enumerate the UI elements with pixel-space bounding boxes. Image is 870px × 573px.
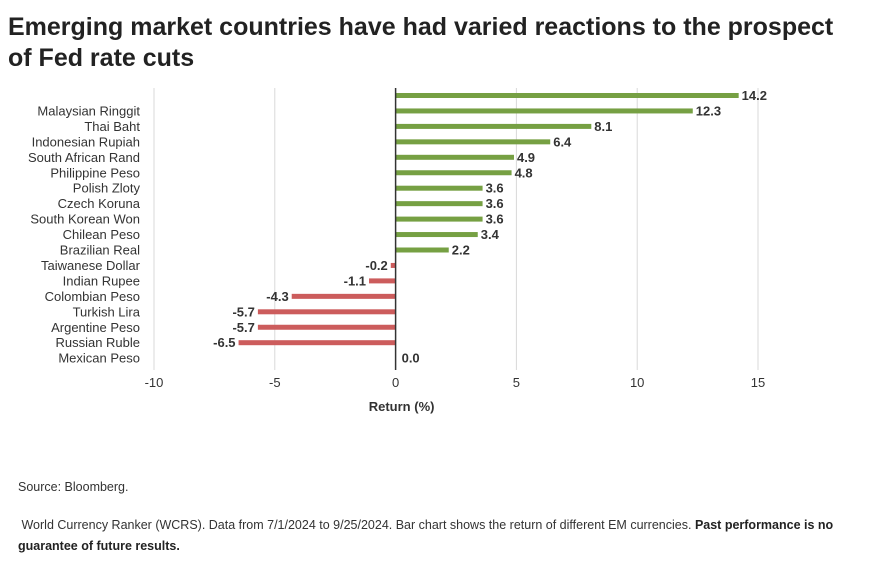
value-label: 3.6 — [486, 212, 504, 227]
category-label: Russian Ruble — [55, 335, 140, 350]
bar — [395, 170, 512, 176]
footnote: World Currency Ranker (WCRS). Data from … — [18, 515, 868, 557]
category-label: South Korean Won — [30, 212, 140, 227]
source-note: Source: Bloomberg. — [18, 480, 129, 494]
x-axis-label: Return (%) — [369, 399, 435, 414]
value-label: 6.4 — [553, 134, 572, 149]
disclaimer: Past performance is no guarantee of futu… — [18, 518, 834, 553]
category-label: Polish Zloty — [73, 181, 141, 196]
x-tick-label: 5 — [513, 375, 520, 390]
x-tick-label: 0 — [392, 375, 399, 390]
value-label: -0.2 — [365, 258, 387, 273]
footnote-text: World Currency Ranker (WCRS). Data from … — [21, 518, 692, 532]
value-label: -5.7 — [232, 320, 254, 335]
value-label: 4.9 — [517, 150, 535, 165]
bar — [395, 185, 483, 191]
bar — [238, 340, 396, 346]
bar — [395, 139, 551, 145]
category-label: Chilean Peso — [63, 227, 140, 242]
category-label: Czech Koruna — [58, 196, 141, 211]
category-label: Malaysian Ringgit — [37, 103, 140, 118]
value-label: 12.3 — [696, 103, 721, 118]
x-tick-label: -10 — [145, 375, 164, 390]
bar — [257, 309, 396, 315]
value-label: 2.2 — [452, 243, 470, 258]
bar — [291, 293, 396, 299]
value-label: 14.2 — [742, 88, 767, 103]
chart-title: Emerging market countries have had varie… — [8, 13, 834, 72]
x-tick-label: -5 — [269, 375, 281, 390]
value-label: 3.4 — [481, 227, 500, 242]
bar — [369, 278, 396, 284]
category-label: Brazilian Real — [60, 243, 140, 258]
value-label: 0.0 — [402, 351, 420, 366]
value-label: -1.1 — [344, 273, 366, 288]
category-label: South African Rand — [28, 150, 140, 165]
x-tick-label: 15 — [751, 375, 765, 390]
value-label: -4.3 — [266, 289, 288, 304]
bar — [395, 108, 693, 114]
category-label: Argentine Peso — [51, 320, 140, 335]
value-label: 4.8 — [515, 165, 533, 180]
value-label: -6.5 — [213, 335, 235, 350]
category-label: Mexican Peso — [58, 351, 140, 366]
category-label: Colombian Peso — [45, 289, 140, 304]
bar — [395, 93, 739, 98]
bar — [395, 201, 483, 207]
category-label: Indian Rupee — [63, 273, 140, 288]
value-label: 3.6 — [486, 181, 504, 196]
category-label: Indonesian Rupiah — [32, 134, 140, 149]
category-label: Taiwanese Dollar — [41, 258, 141, 273]
bar — [395, 154, 514, 160]
bar — [395, 232, 478, 238]
value-label: 3.6 — [486, 196, 504, 211]
bar — [395, 247, 449, 253]
value-label: 8.1 — [594, 119, 612, 134]
bar — [395, 123, 592, 129]
category-label: Turkish Lira — [73, 304, 141, 319]
bar-chart: 14.2 Malaysian Ringgit 12.3 Thai Baht 8.1 Ind… — [28, 88, 767, 414]
x-tick-label: 10 — [630, 375, 644, 390]
category-label: Philippine Peso — [50, 165, 140, 180]
bar — [390, 262, 396, 268]
category-label: Thai Baht — [84, 119, 140, 134]
bar — [257, 324, 396, 330]
bar — [395, 216, 483, 222]
value-label: -5.7 — [232, 304, 254, 319]
